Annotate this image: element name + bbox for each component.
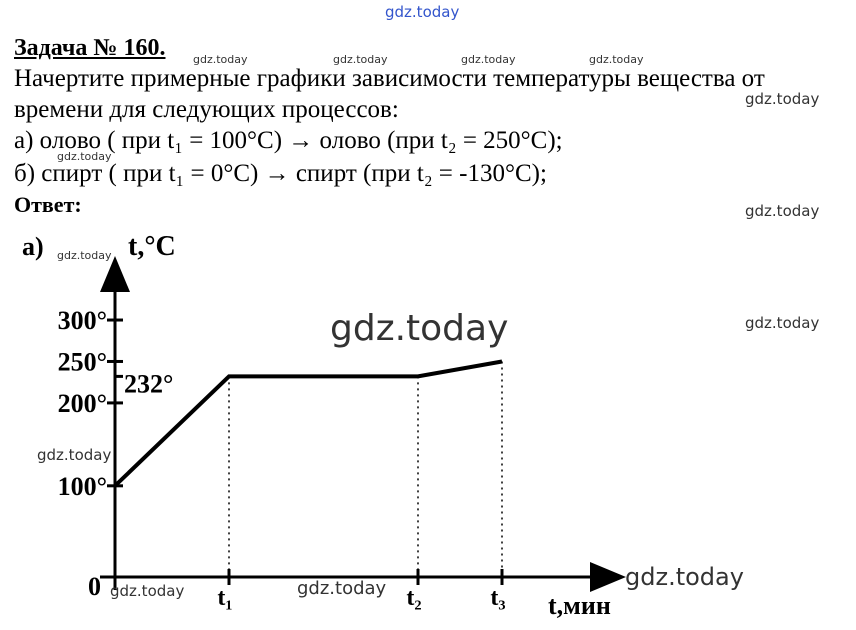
watermark: gdz.today bbox=[745, 90, 820, 108]
text-line: б) спирт ( при t₁ = 0°C) → спирт (при t₂… bbox=[14, 160, 547, 187]
y-tick-label: 100° bbox=[58, 472, 107, 501]
watermark: gdz.today bbox=[193, 53, 248, 66]
watermark: gdz.today bbox=[385, 3, 460, 21]
x-axis-label: t,мин bbox=[548, 591, 611, 620]
y-tick-label: 200° bbox=[58, 389, 107, 418]
watermark: gdz.today bbox=[297, 578, 387, 599]
watermark: gdz.today bbox=[57, 150, 112, 163]
line bbox=[113, 359, 503, 488]
text-line: времени для следующих процессов: bbox=[14, 96, 399, 123]
watermark: gdz.today bbox=[745, 202, 820, 220]
y-tick-label: 250° bbox=[58, 347, 107, 376]
task-title: Задача № 160. bbox=[14, 35, 166, 61]
x-tick-label: t₁ bbox=[217, 585, 232, 611]
watermark: gdz.today bbox=[625, 563, 744, 591]
x-tick-label: t₂ bbox=[406, 585, 421, 611]
y-tick-label: 300° bbox=[58, 306, 107, 335]
origin-label: 0 bbox=[88, 572, 101, 601]
watermark: gdz.today bbox=[589, 53, 644, 66]
annotation-label: 232° bbox=[124, 369, 173, 398]
text-line: Начертите примерные графики зависимости … bbox=[14, 65, 765, 92]
watermark: gdz.today bbox=[461, 53, 516, 66]
watermark: gdz.today bbox=[330, 308, 509, 349]
watermark: gdz.today bbox=[57, 249, 112, 262]
watermark: gdz.today bbox=[745, 314, 820, 332]
y-axis-label: t,°C bbox=[128, 231, 176, 262]
watermark: gdz.today bbox=[333, 53, 388, 66]
panel-label: а) bbox=[22, 232, 44, 261]
text-line: а) олово ( при t₁ = 100°C) → олово (при … bbox=[14, 127, 563, 154]
watermark: gdz.today bbox=[37, 446, 112, 464]
x-tick-label: t₃ bbox=[490, 585, 505, 611]
watermark: gdz.today bbox=[110, 582, 185, 600]
answer-label: Ответ: bbox=[14, 192, 82, 217]
